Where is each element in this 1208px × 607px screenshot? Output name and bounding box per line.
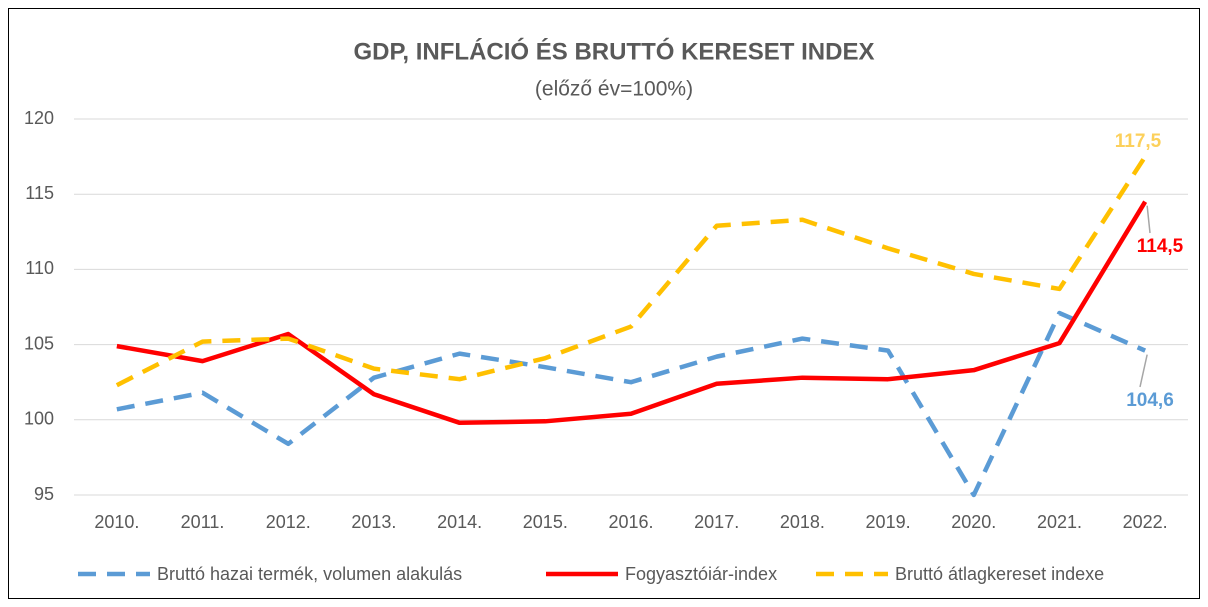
y-tick-label: 100 — [24, 409, 54, 429]
chart-border — [8, 8, 1200, 599]
x-tick-label: 2017. — [694, 512, 739, 532]
x-tick-label: 2016. — [608, 512, 653, 532]
x-tick-label: 2011. — [181, 512, 225, 532]
data-label: 104,6 — [1126, 390, 1174, 411]
legend-label: Bruttó átlagkereset indexe — [895, 564, 1104, 584]
x-tick-label: 2019. — [866, 512, 911, 532]
legend-label: Fogyasztóiár-index — [625, 564, 777, 584]
x-tick-label: 2021. — [1037, 512, 1082, 532]
x-tick-label: 2012. — [266, 512, 311, 532]
y-tick-label: 120 — [24, 108, 54, 128]
data-label: 117,5 — [1115, 131, 1162, 152]
legend-label: Bruttó hazai termék, volumen alakulás — [157, 564, 462, 584]
series-line — [115, 155, 1148, 388]
x-tick-label: 2010. — [94, 512, 139, 532]
x-tick-label: 2013. — [351, 512, 396, 532]
x-tick-label: 2020. — [951, 512, 996, 532]
x-tick-label: 2018. — [780, 512, 825, 532]
chart-title: GDP, INFLÁCIÓ ÉS BRUTTÓ KERESET INDEX — [354, 37, 875, 65]
y-tick-label: 115 — [25, 183, 54, 203]
series-line — [116, 200, 1148, 426]
x-tick-label: 2015. — [523, 512, 568, 532]
y-tick-label: 105 — [24, 333, 54, 353]
leader-line — [1146, 205, 1151, 234]
y-tick-label: 95 — [34, 484, 54, 504]
chart-subtitle: (előző év=100%) — [535, 78, 693, 101]
data-label: 114,5 — [1137, 236, 1184, 257]
series-line — [116, 310, 1147, 498]
x-tick-label: 2014. — [437, 512, 482, 532]
y-tick-label: 110 — [25, 258, 54, 278]
x-tick-label: 2022. — [1123, 512, 1168, 532]
leader-line — [1139, 354, 1148, 388]
